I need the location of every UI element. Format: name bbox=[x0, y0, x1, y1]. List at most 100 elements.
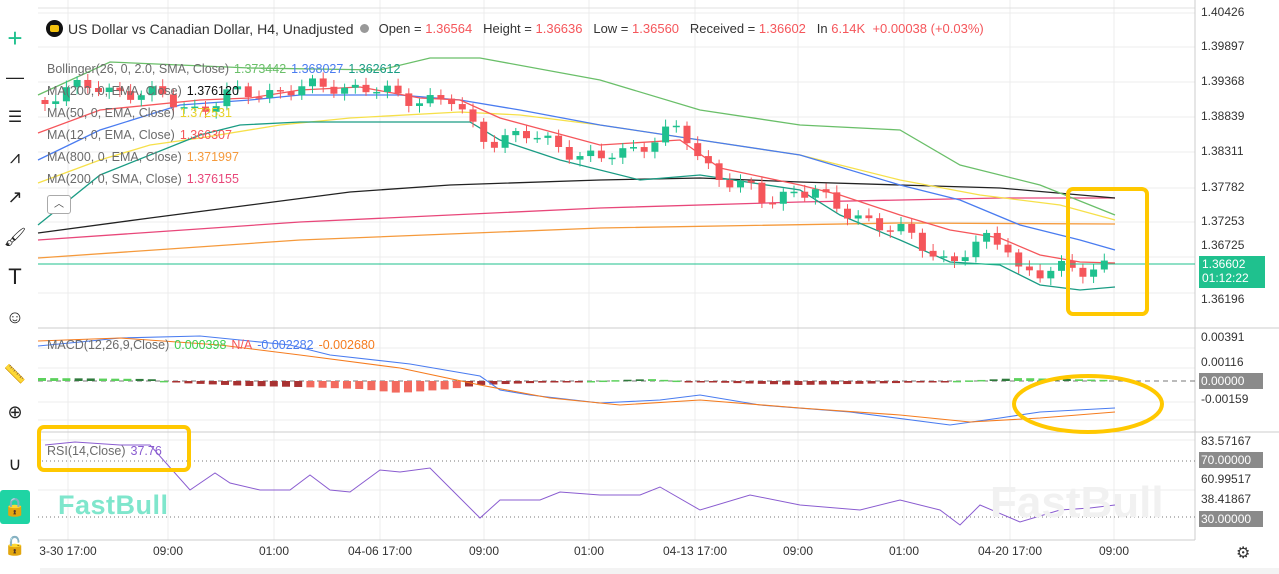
macd-histogram-bar bbox=[465, 381, 473, 387]
candle-body bbox=[704, 156, 712, 164]
bollinger-label: Bollinger(26, 0, 2.0, SMA, Close) bbox=[47, 62, 230, 76]
macd-histogram-bar bbox=[1001, 378, 1010, 381]
price-tick: 1.36196 bbox=[1201, 292, 1245, 306]
text-icon[interactable]: T bbox=[8, 264, 22, 289]
candle-body bbox=[886, 230, 894, 232]
candle-body bbox=[758, 182, 766, 203]
lock-drawing-icon[interactable]: 🔒 bbox=[0, 490, 30, 524]
macd-histogram-bar bbox=[489, 381, 498, 385]
candle-body bbox=[662, 126, 670, 143]
macd-histogram-bar bbox=[672, 380, 681, 383]
macd-zero-badge: 0.00000 bbox=[1199, 373, 1263, 389]
candle-body bbox=[255, 97, 263, 99]
macd-histogram-bar bbox=[928, 381, 937, 383]
legend-ma50-ema[interactable]: MA(50, 0, EMA, Close) 1.372531 bbox=[47, 106, 237, 120]
legend-ma200-ema[interactable]: MA(200, 0, EMA, Close) 1.376120 bbox=[47, 84, 244, 98]
unlock-icon[interactable]: 🔓 bbox=[3, 535, 27, 556]
candle-body bbox=[694, 143, 702, 157]
macd-histogram-bar bbox=[452, 381, 461, 389]
macd-histogram-bar bbox=[428, 381, 437, 391]
candle-body bbox=[469, 109, 477, 122]
ma50-ema-line bbox=[37, 111, 1116, 221]
candle-body bbox=[287, 91, 295, 96]
ma200-ema-line bbox=[37, 177, 1116, 234]
macd-histogram-bar bbox=[1062, 379, 1071, 381]
macd-histogram-bar bbox=[50, 378, 59, 381]
brush-icon[interactable]: 🖌 bbox=[3, 226, 27, 247]
candle-body bbox=[822, 189, 830, 193]
candle-body bbox=[651, 142, 659, 152]
macd-histogram-bar bbox=[733, 381, 742, 384]
legend-macd[interactable]: MACD(12,26,9,Close) 0.000398 N/A -0.002282-… bbox=[47, 338, 380, 352]
time-tick: 01:00 bbox=[258, 544, 290, 558]
candle-body bbox=[640, 147, 648, 152]
symbol-title[interactable]: US Dollar vs Canadian Dollar, H4, Unadju… bbox=[68, 20, 354, 37]
legend-bollinger[interactable]: Bollinger(26, 0, 2.0, SMA, Close) 1.37344… bbox=[47, 62, 405, 76]
candle-body bbox=[865, 215, 873, 219]
magnet-icon[interactable]: ∪ bbox=[8, 453, 22, 474]
macd-histogram-bar bbox=[196, 381, 205, 384]
candle-body bbox=[437, 95, 445, 99]
rsi-tick: 83.57167 bbox=[1201, 434, 1252, 448]
ruler-icon[interactable]: 📏 bbox=[3, 363, 27, 384]
macd-histogram-bar bbox=[843, 381, 852, 385]
crosshair-icon[interactable]: + bbox=[7, 22, 23, 53]
candle-body bbox=[276, 90, 284, 92]
candle-body bbox=[961, 257, 969, 262]
rsi-tick: 38.41867 bbox=[1201, 492, 1252, 506]
candle-body bbox=[266, 90, 274, 98]
macd-histogram-bar bbox=[782, 381, 791, 385]
candle-body bbox=[169, 94, 177, 108]
horizontal-line-icon[interactable]: — bbox=[6, 66, 24, 87]
close-label: Received = bbox=[689, 21, 756, 36]
price-tick: 1.37253 bbox=[1201, 214, 1245, 228]
macd-histogram-bar bbox=[660, 379, 669, 382]
macd-histogram-bar bbox=[562, 381, 571, 383]
macd-histogram-bar bbox=[648, 379, 656, 381]
legend-ma12-ema[interactable]: MA(12, 0, EMA, Close) 1.366307 bbox=[47, 128, 237, 142]
macd-histogram-bar bbox=[513, 381, 522, 384]
macd-histogram-bar bbox=[709, 381, 717, 383]
candle-body bbox=[565, 146, 573, 160]
candle-body bbox=[501, 135, 509, 148]
macd-histogram-bar bbox=[587, 380, 595, 383]
candle-body bbox=[918, 232, 926, 251]
candle-body bbox=[62, 87, 70, 102]
zoom-in-icon[interactable]: ⊕ bbox=[7, 401, 23, 422]
ma50ema-label: MA(50, 0, EMA, Close) bbox=[47, 106, 175, 120]
candle-body bbox=[779, 191, 787, 204]
settings-gear-icon[interactable]: ⚙ bbox=[1236, 545, 1251, 562]
macd-histogram-bar bbox=[623, 379, 632, 382]
rsi-tick: 60.99517 bbox=[1201, 472, 1252, 486]
drawing-toolbar: + — ☰ ⩘ ↗ 🖌 T ☺ 📏 ⊕ ∪ 🔒 🔓 bbox=[0, 0, 32, 574]
candle-body bbox=[544, 135, 552, 138]
candle-body bbox=[202, 106, 209, 112]
macd-histogram-bar bbox=[318, 381, 327, 388]
macd-histogram-bar bbox=[343, 381, 351, 389]
macd-histogram-bar bbox=[477, 381, 486, 385]
low-label: Low = bbox=[593, 21, 629, 36]
trend-icon[interactable]: ↗ bbox=[7, 186, 23, 207]
candle-body bbox=[576, 156, 584, 160]
macd-histogram-bar bbox=[550, 381, 559, 383]
legend-rsi[interactable]: RSI(14,Close) 37.76 bbox=[47, 444, 167, 458]
macd-histogram-bar bbox=[62, 378, 71, 381]
macd-signal-value: -0.002680 bbox=[318, 338, 375, 352]
candle-body bbox=[801, 191, 809, 198]
candle-body bbox=[929, 250, 937, 257]
pattern-icon[interactable]: ⩘ bbox=[9, 146, 21, 167]
macd-tick: -0.00159 bbox=[1201, 392, 1249, 406]
legend-ma800-ema[interactable]: MA(800, 0, EMA, Close) 1.371997 bbox=[47, 150, 244, 164]
ma800ema-label: MA(800, 0, EMA, Close) bbox=[47, 150, 182, 164]
macd-line bbox=[37, 335, 1116, 426]
collapse-legend-button[interactable]: ︿ bbox=[47, 195, 71, 214]
macd-histogram-bar bbox=[367, 381, 376, 391]
candle-body bbox=[84, 79, 92, 88]
fib-icon[interactable]: ☰ bbox=[7, 109, 23, 126]
candle-body bbox=[737, 180, 744, 188]
candle-body bbox=[672, 125, 680, 128]
legend-ma200-sma[interactable]: MA(200, 0, SMA, Close) 1.376155 bbox=[47, 172, 244, 186]
emoji-icon[interactable]: ☺ bbox=[5, 306, 25, 327]
market-status-dot bbox=[359, 24, 369, 33]
